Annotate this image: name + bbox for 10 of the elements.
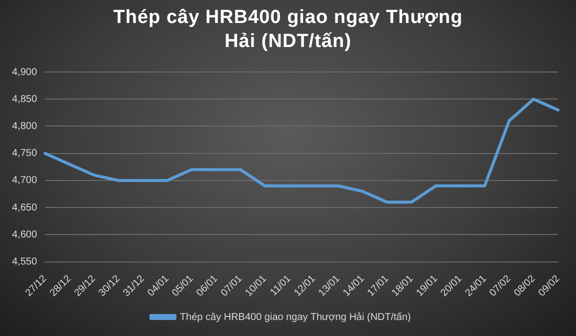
y-tick-label: 4,600 bbox=[12, 229, 38, 240]
y-tick-label: 4,550 bbox=[12, 256, 38, 268]
y-tick-label: 4,800 bbox=[12, 120, 38, 132]
y-tick-label: 4,700 bbox=[12, 175, 38, 186]
legend-label: Thép cây HRB400 giao ngay Thượng Hải (NDT/tấn) bbox=[180, 312, 411, 323]
chart-title: Thép cây HRB400 giao ngay Thượng Hải (NDT/tấn) bbox=[112, 6, 464, 54]
y-tick-label: 4,850 bbox=[12, 94, 38, 105]
y-tick-label: 4,750 bbox=[12, 148, 38, 160]
y-tick-label: 4,900 bbox=[12, 66, 38, 78]
y-tick-label: 4,650 bbox=[12, 202, 38, 214]
